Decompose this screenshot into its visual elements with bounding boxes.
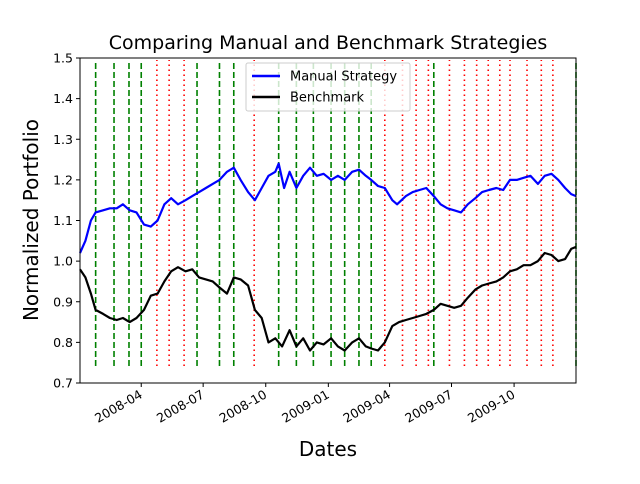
x-tick-label: 2008-07 <box>154 387 207 426</box>
legend-label-manual-strategy: Manual Strategy <box>290 70 397 85</box>
x-tick-label: 2009-10 <box>465 387 518 426</box>
y-axis-label: Normalized Portfolio <box>19 119 43 321</box>
x-axis: 2008-04 2008-07 2008-10 2009-01 2009-04 2009-… <box>92 383 518 426</box>
x-tick-label: 2008-04 <box>92 387 145 426</box>
chart-title: Comparing Manual and Benchmark Strategie… <box>109 32 548 54</box>
x-axis-label: Dates <box>299 437 357 461</box>
y-tick-label: 1.4 <box>53 91 73 106</box>
y-tick-label: 1.2 <box>53 172 73 187</box>
series-line-manual-strategy <box>78 162 577 254</box>
x-tick-label: 2009-01 <box>279 387 332 426</box>
series-line-benchmark <box>79 245 577 352</box>
y-tick-label: 1.0 <box>53 254 73 269</box>
y-axis: 0.7 0.8 0.9 1.0 1.1 1.2 1.3 1.4 1.5 <box>53 51 80 391</box>
x-tick-label: 2009-07 <box>402 387 455 426</box>
y-tick-label: 0.9 <box>53 294 73 309</box>
x-tick-label: 2009-04 <box>340 387 393 426</box>
y-tick-label: 1.1 <box>53 213 73 228</box>
legend-box <box>245 62 411 112</box>
legend-label-benchmark: Benchmark <box>290 91 365 106</box>
y-tick-label: 0.7 <box>53 376 73 391</box>
series-lines <box>78 162 577 352</box>
y-tick-label: 0.8 <box>53 335 73 350</box>
y-tick-label: 1.3 <box>53 132 73 147</box>
y-tick-label: 1.5 <box>53 51 73 66</box>
legend: Manual Strategy Benchmark <box>245 62 411 112</box>
x-tick-label: 2008-10 <box>217 387 270 426</box>
